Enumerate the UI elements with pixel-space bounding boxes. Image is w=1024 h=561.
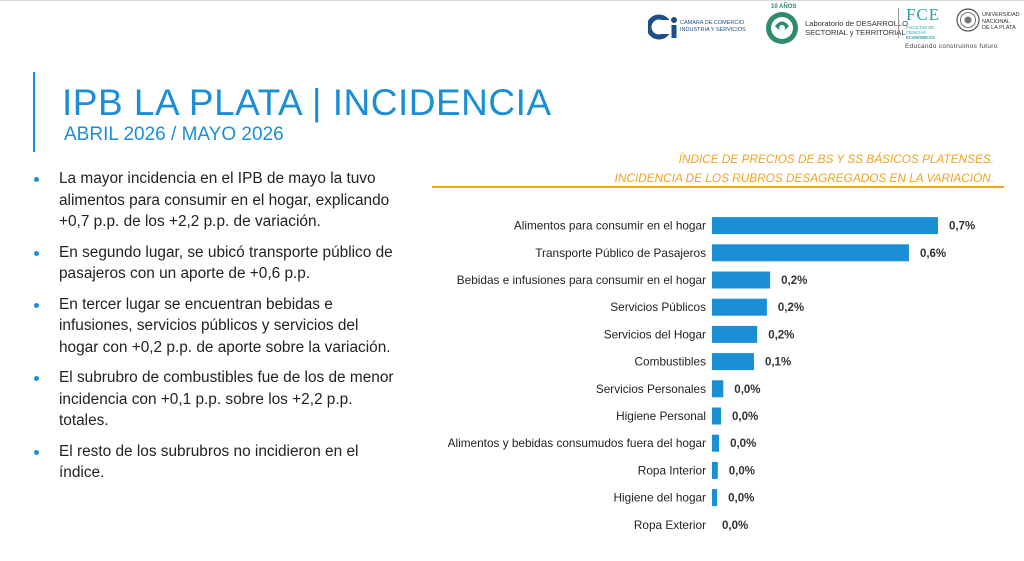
data-label: 0,2% — [781, 275, 807, 287]
category-label: Servicios Personales — [596, 382, 706, 396]
bullet-dot-icon — [34, 302, 39, 308]
bullet-item: El subrubro de combustibles fue de los d… — [34, 367, 394, 432]
data-label: 0,2% — [778, 302, 804, 314]
data-label: 0,0% — [722, 520, 748, 532]
bullet-item: La mayor incidencia en el IPB de mayo la… — [34, 168, 394, 233]
unlp-line-3: DE LA PLATA — [982, 25, 1016, 31]
fce-logo-sub-2: ECONÓMICAS — [906, 35, 935, 40]
bullet-dot-icon — [34, 449, 39, 455]
data-label: 0,0% — [732, 411, 758, 423]
laboratorio-badge: 10 AÑOS — [771, 4, 797, 10]
category-label: Higiene Personal — [616, 409, 706, 423]
bullet-list: La mayor incidencia en el IPB de mayo la… — [34, 168, 394, 493]
bullet-dot-icon — [34, 250, 39, 256]
chart-title-line-2: INCIDENCIA DE LOS RUBROS DESAGREGADOS EN… — [614, 171, 994, 185]
bar — [712, 380, 724, 398]
category-label: Transporte Público de Pasajeros — [535, 246, 706, 260]
chart-title-rule — [432, 186, 1004, 188]
bullet-text: El subrubro de combustibles fue de los d… — [59, 369, 394, 429]
slogan: Educando construimos futuro — [905, 43, 998, 50]
bar — [712, 217, 938, 235]
camara-logo-icon — [648, 14, 677, 40]
bullet-text: En tercer lugar se encuentran bebidas e … — [59, 295, 391, 356]
bar — [712, 325, 758, 343]
bullet-text: En segundo lugar, se ubicó transporte pú… — [59, 243, 393, 283]
bullet-text: La mayor incidencia en el IPB de mayo la… — [59, 170, 390, 230]
category-label: Ropa Exterior — [634, 518, 706, 532]
bar — [712, 461, 718, 479]
category-label: Higiene del hogar — [614, 491, 707, 505]
bar — [712, 353, 754, 371]
data-label: 0,1% — [765, 357, 791, 369]
bullet-item: El resto de los subrubros no incidieron … — [34, 441, 394, 484]
laboratorio-name-line-2: SECTORIAL y TERRITORIAL — [805, 28, 906, 37]
bar — [712, 407, 722, 425]
fce-logo: FCE FACULTAD DE CIENCIAS ECONÓMICAS — [906, 6, 946, 42]
chart-title: ÍNDICE DE PRECIOS DE BS Y SS BÁSICOS PLA… — [615, 150, 994, 188]
category-label: Servicios del Hogar — [604, 327, 706, 341]
data-label: 0,0% — [730, 438, 756, 450]
top-divider — [0, 0, 1024, 1]
data-label: 0,0% — [728, 493, 754, 505]
unlp-logo: UNIVERSIDAD NACIONAL DE LA PLATA — [956, 8, 1022, 38]
title-accent-rule — [33, 72, 35, 152]
bullet-item: En tercer lugar se encuentran bebidas e … — [34, 294, 394, 359]
camara-comercio-logo: CÁMARA DE COMERCIO INDUSTRIA Y SERVICIOS — [648, 12, 758, 42]
data-label: 0,0% — [734, 384, 760, 396]
fce-logo-mark: FCE — [906, 5, 941, 24]
data-label: 0,6% — [920, 248, 946, 260]
chart-title-line-1: ÍNDICE DE PRECIOS DE BS Y SS BÁSICOS PLA… — [678, 152, 994, 166]
bar — [712, 298, 767, 316]
data-label: 0,2% — [768, 329, 794, 341]
logo-separator — [898, 8, 899, 38]
unlp-line-1: UNIVERSIDAD — [982, 12, 1020, 18]
bullet-dot-icon — [34, 376, 39, 381]
category-label: Combustibles — [635, 355, 707, 369]
fce-logo-sub-1: FACULTAD DE CIENCIAS — [906, 25, 935, 35]
category-label: Ropa Interior — [638, 463, 706, 477]
laboratorio-seal-icon — [766, 12, 798, 44]
incidence-bar-chart: Alimentos para consumir en el hogar 0,7% T… — [448, 217, 975, 532]
bullet-item: En segundo lugar, se ubicó transporte pú… — [34, 242, 394, 285]
camara-logo-line-1: CÁMARA DE COMERCIO — [680, 20, 745, 26]
page-subtitle: ABRIL 2026 / MAYO 2026 — [64, 124, 284, 145]
laboratorio-name-line-1: Laboratorio de DESARROLLO — [805, 19, 908, 28]
data-label: 0,7% — [949, 221, 975, 233]
camara-logo-line-2: INDUSTRIA Y SERVICIOS — [680, 26, 746, 33]
bullet-text: El resto de los subrubros no incidieron … — [59, 442, 359, 482]
bar — [712, 271, 771, 289]
unlp-line-2: NACIONAL — [982, 18, 1011, 25]
bar — [712, 434, 720, 452]
page-title: IPB LA PLATA | INCIDENCIA — [62, 82, 552, 123]
unlp-seal-icon — [956, 8, 980, 32]
category-label: Alimentos y bebidas consumudos fuera del… — [448, 436, 706, 450]
bar — [712, 244, 909, 262]
category-label: Alimentos para consumir en el hogar — [514, 219, 706, 233]
bullet-dot-icon — [34, 177, 39, 182]
laboratorio-logo: 10 AÑOS Laboratorio de DESARROLLO SECTOR… — [763, 4, 908, 46]
bar — [712, 489, 718, 507]
category-label: Bebidas e infusiones para consumir en el… — [457, 273, 706, 287]
category-label: Servicios Públicos — [610, 300, 706, 314]
data-label: 0,0% — [729, 465, 755, 477]
